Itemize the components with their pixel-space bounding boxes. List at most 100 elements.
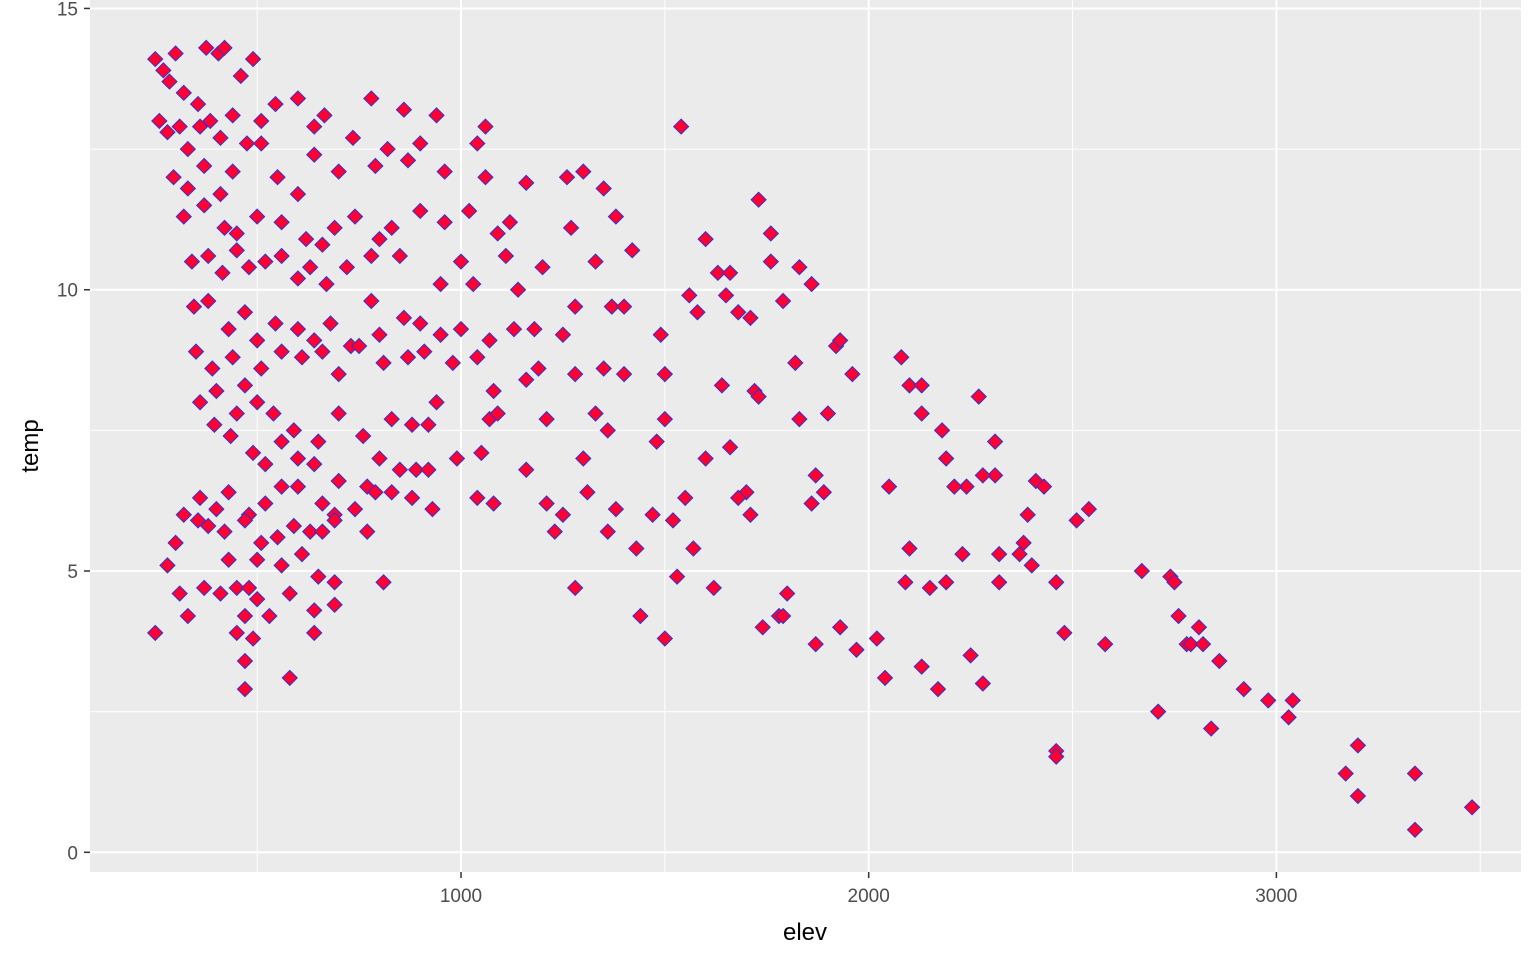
minor-gridlines	[90, 0, 1521, 872]
data-point	[165, 169, 182, 186]
data-point	[289, 450, 307, 467]
data-point	[179, 607, 197, 625]
data-point	[214, 264, 231, 282]
data-point	[677, 489, 694, 507]
data-point	[222, 427, 239, 445]
data-point	[212, 185, 229, 203]
y-tick-label: 0	[67, 843, 78, 864]
data-point	[257, 253, 274, 270]
data-point	[1166, 574, 1183, 591]
data-point	[615, 365, 633, 383]
data-point	[774, 292, 792, 310]
data-point	[187, 343, 205, 360]
data-point	[228, 242, 245, 259]
data-point	[375, 354, 392, 372]
data-point	[285, 422, 303, 439]
data-point	[236, 680, 254, 698]
data-point	[253, 135, 270, 152]
data-point	[310, 433, 327, 450]
data-point	[306, 602, 323, 619]
data-point	[509, 281, 527, 298]
data-point	[175, 506, 192, 523]
data-point	[206, 416, 223, 433]
data-point	[477, 169, 494, 186]
data-point	[195, 579, 213, 597]
data-point	[448, 450, 466, 467]
data-point	[668, 568, 686, 585]
data-point	[354, 427, 372, 445]
data-point	[497, 247, 515, 265]
data-point	[762, 225, 780, 242]
data-point	[314, 495, 331, 512]
data-point	[428, 107, 445, 124]
data-point	[562, 219, 580, 237]
data-point	[530, 360, 547, 377]
data-point	[301, 259, 319, 276]
data-point	[937, 574, 955, 591]
data-point	[730, 304, 747, 321]
data-point	[807, 467, 824, 484]
y-tick-label: 10	[57, 281, 78, 302]
data-point	[913, 377, 930, 394]
data-point	[403, 489, 421, 507]
data-point	[897, 574, 914, 591]
data-point	[253, 360, 270, 377]
data-point	[238, 135, 256, 152]
data-point	[787, 354, 804, 372]
data-point	[1260, 692, 1277, 709]
data-point	[183, 253, 201, 270]
data-point	[257, 455, 274, 473]
data-point	[1194, 635, 1212, 653]
data-point	[697, 230, 714, 248]
data-point	[791, 259, 808, 276]
data-point	[424, 500, 441, 518]
data-point	[322, 315, 339, 332]
data-point	[269, 529, 286, 546]
data-point	[267, 95, 284, 113]
data-point	[289, 320, 307, 338]
data-point	[236, 512, 254, 529]
data-point	[191, 118, 209, 135]
data-point	[159, 123, 176, 141]
data-point	[159, 557, 176, 574]
data-point	[248, 332, 266, 349]
data-point	[432, 326, 449, 343]
data-point	[248, 208, 266, 225]
data-point	[306, 118, 323, 135]
data-point	[1182, 635, 1199, 653]
data-point	[248, 590, 266, 608]
data-point	[538, 495, 555, 512]
data-point	[273, 433, 290, 450]
data-point	[901, 377, 918, 394]
data-point	[970, 388, 987, 405]
data-point	[281, 669, 298, 687]
data-point	[778, 585, 796, 602]
data-point	[412, 135, 429, 152]
data-point	[344, 129, 362, 147]
data-point	[228, 624, 245, 642]
data-point	[306, 146, 323, 163]
data-points	[147, 39, 1481, 839]
data-point	[685, 540, 702, 557]
data-point	[481, 332, 498, 349]
data-point	[185, 298, 203, 315]
data-point	[301, 523, 319, 540]
data-point	[200, 247, 217, 265]
data-point	[195, 197, 213, 214]
data-point	[974, 675, 992, 692]
data-point	[191, 394, 209, 411]
data-point	[1284, 692, 1301, 709]
data-point	[1463, 799, 1481, 816]
data-point	[289, 185, 307, 203]
data-point	[306, 624, 323, 642]
data-point	[477, 118, 494, 135]
data-point	[363, 292, 380, 310]
data-point	[575, 163, 592, 180]
data-point	[1349, 737, 1367, 754]
data-point	[937, 450, 955, 467]
data-point	[432, 275, 449, 293]
data-point	[750, 191, 767, 208]
data-point	[289, 90, 307, 107]
data-point	[293, 545, 311, 563]
data-point	[236, 652, 254, 670]
